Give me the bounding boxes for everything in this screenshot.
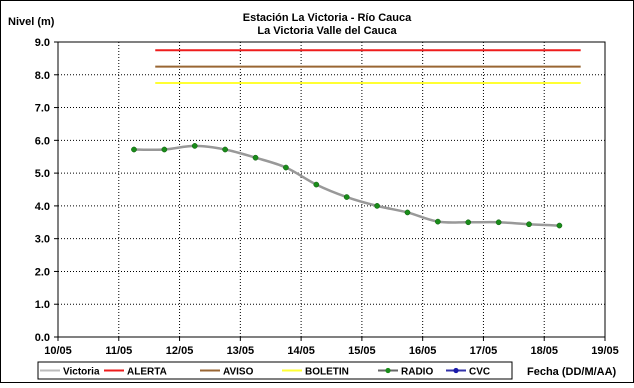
- y-tick-label: 8.0: [35, 70, 50, 82]
- x-tick-label: 14/05: [287, 345, 315, 357]
- data-point: [131, 146, 137, 153]
- x-tick-label: 17/05: [470, 345, 498, 357]
- plot-border: [57, 41, 606, 338]
- y-tick-label: 0.0: [35, 332, 50, 344]
- data-point: [191, 143, 198, 149]
- legend: Victoria ALERTA AVISO BOLETIN RADIO CVC: [37, 361, 513, 380]
- legend-marker-cvc: [453, 367, 459, 374]
- legend-label-boletin: BOLETIN: [305, 367, 349, 378]
- x-tick-label: 11/05: [105, 345, 132, 357]
- legend-label-alerta: ALERTA: [127, 367, 167, 378]
- data-point: [465, 219, 472, 226]
- data-point: [495, 219, 502, 226]
- x-tick-label: 19/05: [591, 345, 619, 357]
- legend-marker-radio: [385, 367, 391, 374]
- x-tick-label: 16/05: [409, 345, 437, 357]
- legend-label-radio: RADIO: [401, 367, 433, 378]
- legend-label-cvc: CVC: [469, 367, 490, 378]
- data-point: [161, 146, 168, 153]
- y-tick-label: 1.0: [35, 299, 50, 311]
- data-point: [252, 154, 259, 161]
- chart-title: Estación La Victoria - Río Cauca: [243, 12, 412, 24]
- y-tick-label: 2.0: [35, 266, 50, 278]
- legend-label-victoria: Victoria: [63, 367, 100, 378]
- data-point: [404, 209, 411, 216]
- y-tick-label: 3.0: [35, 234, 50, 246]
- data-point: [526, 221, 532, 228]
- data-point: [222, 146, 228, 153]
- x-tick-label: 13/05: [227, 345, 255, 357]
- y-tick-label: 6.0: [35, 135, 50, 147]
- data-point: [435, 218, 441, 225]
- y-tick-label: 9.0: [35, 37, 50, 49]
- chart-subtitle: La Victoria Valle del Cauca: [257, 25, 397, 37]
- x-tick-label: 12/05: [166, 345, 194, 357]
- x-tick-label: 18/05: [530, 345, 558, 357]
- data-point: [283, 164, 289, 171]
- plot-area: 0.0 1.0 2.0 3.0 4.0 5.0 6.0 7.0 8.0 9.0 10/05 11/05…: [35, 37, 619, 357]
- legend-label-aviso: AVISO: [223, 367, 254, 378]
- data-point: [556, 222, 563, 229]
- plot-background: [58, 42, 605, 337]
- x-tick-label: 10/05: [44, 345, 72, 357]
- x-axis-title: Fecha (DD/M/AA): [527, 366, 617, 378]
- x-tick-label: 15/05: [348, 345, 376, 357]
- legend-box: [37, 361, 513, 380]
- data-point: [374, 203, 380, 209]
- y-axis-title: Nivel (m): [8, 16, 55, 28]
- data-point: [343, 194, 350, 200]
- y-tick-label: 7.0: [35, 103, 50, 115]
- data-point: [313, 181, 320, 188]
- y-tick-label: 4.0: [35, 201, 50, 213]
- y-tick-label: 5.0: [35, 168, 50, 180]
